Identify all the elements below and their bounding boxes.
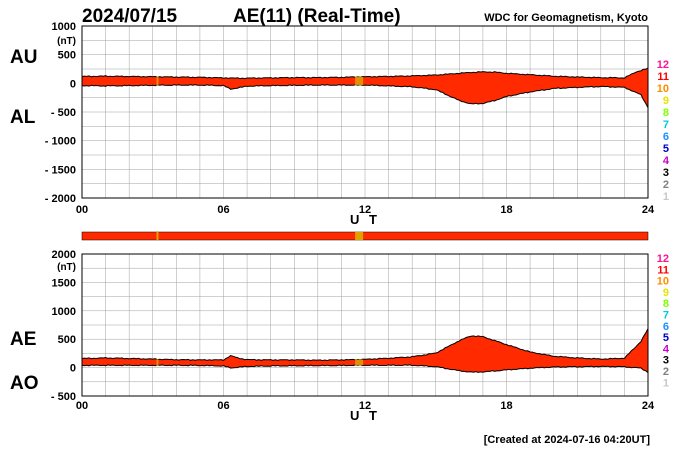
station-legend-item: 10 [657, 83, 669, 95]
series-ae-line [81, 328, 649, 362]
x-tick-label: 12 [359, 400, 371, 412]
x-tick-label: 24 [642, 400, 655, 412]
station-legend-item: 5 [663, 332, 669, 344]
band-fill [82, 328, 648, 373]
x-axis-label: U T [350, 212, 380, 227]
chart-title: AE(11) (Real-Time) [233, 6, 401, 27]
series-label-ae: AE [10, 329, 36, 350]
grid [82, 26, 648, 198]
y-tick-label: 1000 [52, 21, 76, 33]
station-legend-item: 1 [663, 377, 669, 389]
station-legend-item: 9 [663, 95, 669, 107]
data-gap-marker [355, 359, 364, 366]
station-legend-item: 6 [663, 131, 669, 143]
band-fill [82, 68, 648, 108]
series-au-line [81, 67, 649, 80]
station-legend-item: 3 [663, 167, 669, 179]
x-tick-label: 00 [76, 400, 88, 412]
x-tick-label: 06 [217, 204, 229, 216]
y-tick-label: - 2000 [45, 193, 76, 205]
plot-frame [81, 25, 649, 199]
series-label-ao: AO [10, 373, 39, 394]
data-gap-marker [156, 76, 159, 86]
x-tick-label: 24 [642, 204, 655, 216]
station-legend-item: 4 [663, 155, 670, 167]
x-tick-label: 06 [217, 400, 229, 412]
y-unit-label: (nT) [57, 36, 76, 47]
y-tick-label: - 500 [51, 107, 76, 119]
y-tick-label: 0 [70, 363, 76, 375]
panel-2: 2000 1500 1000 500 0 - 500 (nT) 00 06 12 18 24 U T AE… [10, 249, 655, 423]
source-label: WDC for Geomagnetism, Kyoto [484, 12, 648, 24]
grid [82, 254, 648, 396]
station-legend-item: 7 [663, 310, 669, 322]
created-label: [Created at 2024-07-16 04:20UT] [484, 434, 651, 446]
station-legend-item: 3 [663, 355, 669, 367]
y-tick-label: - 1000 [45, 136, 76, 148]
x-tick-label: 00 [76, 204, 88, 216]
date-label: 2024/07/15 [82, 6, 178, 27]
panel-1: 1000 500 0 - 500 - 1000 - 1500 - 2000 (nT) 00 06 1… [10, 21, 655, 227]
y-tick-label: 2000 [52, 249, 76, 261]
station-legend-item: 12 [657, 253, 669, 265]
series-label-au: AU [10, 47, 37, 68]
y-tick-label: 0 [70, 78, 76, 90]
station-legend-item: 8 [663, 298, 669, 310]
y-tick-label: 1500 [52, 277, 76, 289]
station-legend-item: 11 [657, 264, 669, 276]
station-legend-item: 10 [657, 276, 669, 288]
series-al-line [81, 84, 649, 109]
data-gap-marker [156, 359, 159, 366]
y-tick-label: 500 [58, 334, 76, 346]
x-tick-label: 18 [500, 400, 512, 412]
x-axis-label: U T [350, 408, 380, 423]
series-label-al: AL [10, 107, 36, 128]
station-legend-item: 9 [663, 287, 669, 299]
y-tick-label: - 500 [51, 391, 76, 403]
station-legend-item: 2 [663, 366, 669, 378]
station-legend-item: 6 [663, 321, 669, 333]
y-tick-label: - 1500 [45, 164, 76, 176]
y-tick-label: 1000 [52, 306, 76, 318]
status-bar [81, 231, 649, 241]
station-legend-item: 5 [663, 143, 669, 155]
series-ao-line [81, 364, 649, 373]
station-legend-item: 4 [663, 343, 670, 355]
station-legend-item: 11 [657, 71, 669, 83]
station-legend-item: 12 [657, 59, 669, 71]
station-legend-item: 7 [663, 119, 669, 131]
x-tick-label: 12 [359, 204, 371, 216]
x-tick-label: 18 [500, 204, 512, 216]
station-legend-item: 1 [663, 191, 669, 203]
data-gap-marker [355, 76, 364, 86]
y-tick-label: 500 [58, 50, 76, 62]
station-legend-item: 2 [663, 179, 669, 191]
station-legend-item: 8 [663, 107, 669, 119]
plot-frame [81, 253, 649, 397]
y-unit-label: (nT) [57, 262, 76, 273]
